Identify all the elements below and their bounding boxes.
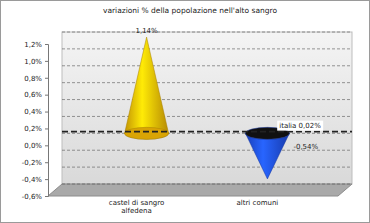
reference-label-box <box>277 121 323 131</box>
cone <box>245 133 289 179</box>
y-tick-label: -0,6% <box>22 193 43 201</box>
grid-line <box>62 99 352 100</box>
reference-line <box>62 131 352 133</box>
chart-border <box>1 1 370 223</box>
y-tick-mark <box>45 145 48 146</box>
y-tick-label: 0,4% <box>24 108 42 116</box>
y-tick-mark <box>45 78 48 79</box>
y-tick-label: 1,0% <box>24 58 42 66</box>
data-label: -0,54% <box>293 143 318 151</box>
y-tick-mark <box>45 95 48 96</box>
cone <box>125 37 169 139</box>
y-tick: 1,0% <box>24 58 48 66</box>
data-label: 1,14% <box>135 27 158 35</box>
y-tick-label: -0,4% <box>22 176 43 184</box>
y-axis: -0,6% -0,4% -0,2% 0,0% 0,2% 0,4% 0,6% 0,8% 1,0% 1… <box>22 41 49 201</box>
y-tick-mark <box>45 162 48 163</box>
plot-floor <box>48 184 352 196</box>
marks <box>125 37 290 179</box>
y-tick: 0,0% <box>24 142 48 150</box>
y-tick-mark <box>45 61 48 62</box>
y-tick-label: 0,6% <box>24 91 42 99</box>
grid-line <box>62 167 352 168</box>
y-tick-mark <box>45 179 48 180</box>
y-tick: 0,8% <box>24 75 48 83</box>
y-tick-mark <box>45 196 48 197</box>
grid <box>62 32 352 184</box>
y-tick: -0,4% <box>22 176 48 184</box>
y-tick: 0,2% <box>24 125 48 133</box>
y-tick: -0,2% <box>22 159 48 167</box>
title: variazioni % della popolazione nell'alto… <box>103 6 278 15</box>
grid-line <box>62 82 352 83</box>
y-tick: -0,6% <box>22 193 48 201</box>
grid-line <box>62 65 352 66</box>
y-tick-mark <box>45 128 48 129</box>
y-tick-mark <box>45 44 48 45</box>
y-tick-label: 1,2% <box>24 41 42 49</box>
grid-line <box>62 184 352 185</box>
y-tick: 0,6% <box>24 91 48 99</box>
grid-line <box>62 116 352 117</box>
y-tick: 0,4% <box>24 108 48 116</box>
y-tick-mark <box>45 112 48 113</box>
plot-wall <box>62 32 352 184</box>
cone-base <box>125 127 169 139</box>
y-tick-label: 0,8% <box>24 75 42 83</box>
reference-label: italia 0,02% <box>279 122 321 130</box>
y-tick-label: 0,0% <box>24 142 42 150</box>
grid-line <box>62 48 352 49</box>
y-axis-line <box>45 45 49 197</box>
y-tick: 1,2% <box>24 41 48 49</box>
x-tick-label: castel di sangroalfedena <box>109 199 164 215</box>
chart: -0,6% -0,4% -0,2% 0,0% 0,2% 0,4% 0,6% 0,8% 1,0% 1… <box>0 0 370 223</box>
grid-line <box>62 32 352 33</box>
grid-line <box>62 133 352 134</box>
x-tick-label: altri comuni <box>237 199 279 207</box>
y-tick-label: 0,2% <box>24 125 42 133</box>
y-tick-label: -0,2% <box>22 159 43 167</box>
